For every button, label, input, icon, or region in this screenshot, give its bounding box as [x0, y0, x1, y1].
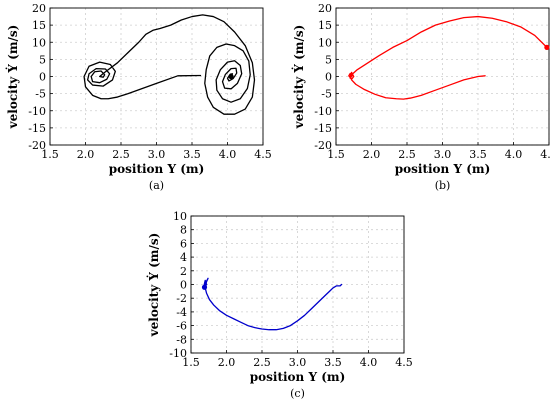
chart-c-xlabel: position Y (m) [250, 370, 346, 384]
chart-c-ytick-label: -2 [176, 292, 187, 305]
chart-b-xtick-label: 3.5 [469, 148, 487, 161]
chart-b-ytick-label: 20 [318, 2, 332, 15]
chart-a-ytick-label: -10 [28, 105, 46, 118]
chart-c-ytick-label: 2 [180, 265, 187, 278]
chart-b-ytick-label: 0 [325, 71, 332, 84]
chart-b-ylabel: velocity Ẏ (m/s) [291, 25, 306, 130]
chart-c-xtick-label: 3.5 [324, 356, 342, 369]
chart-c-xtick-label: 1.5 [182, 356, 200, 369]
chart-c-xtick-label: 2.5 [253, 356, 271, 369]
chart-a-plot-frame [49, 7, 264, 146]
chart-c-ytick-label: -6 [176, 320, 187, 333]
chart-c-plot-frame [190, 215, 405, 354]
chart-b-ytick-label: -10 [314, 105, 332, 118]
chart-c-ytick-label: -10 [169, 347, 187, 360]
chart-b-caption: (b) [435, 179, 451, 192]
chart-b-xtick-label: 1.5 [327, 148, 345, 161]
chart-c-caption: (c) [290, 387, 305, 400]
panel-a: 1.5 2.0 2.5 3.0 3.5 4.0 4.5 20 15 10 5 0 -5 -10 -15 -20… [5, 2, 272, 192]
chart-a-xtick-label: 2.0 [77, 148, 95, 161]
chart-b-series-line [348, 15, 548, 100]
chart-a-ytick-label: 15 [32, 19, 46, 32]
chart-a-xlabel: position Y (m) [109, 162, 205, 176]
chart-b-xtick-label: 3.0 [434, 148, 452, 161]
chart-a-endpoint-marker [228, 73, 234, 80]
chart-c-xtick-label: 4.5 [395, 356, 413, 369]
chart-b-ytick-label: 5 [325, 53, 332, 66]
chart-c-xtick-label: 4.0 [360, 356, 378, 369]
chart-a-caption: (a) [149, 179, 164, 192]
chart-b-ytick-label: -15 [314, 122, 332, 135]
chart-b-xtick-label: 2.0 [363, 148, 381, 161]
chart-c-endpoint-marker [201, 284, 208, 290]
chart-c-ytick-label: -8 [176, 333, 187, 346]
chart-a-ylabel: velocity Ẏ (m/s) [5, 25, 20, 130]
chart-a-xtick-label: 3.0 [148, 148, 166, 161]
chart-a-ytick-label: -15 [28, 122, 46, 135]
chart-a-xtick-label: 1.5 [41, 148, 59, 161]
chart-a-series-line [83, 14, 256, 115]
chart-c-ylabel: velocity Ẏ (m/s) [146, 233, 161, 338]
chart-c-xtick-label: 3.0 [289, 356, 307, 369]
chart-c-ytick-label: 6 [180, 237, 187, 250]
chart-c-ytick-label: 4 [180, 251, 187, 264]
chart-c-ytick-label: -4 [176, 306, 187, 319]
chart-b-ytick-label: -20 [314, 139, 332, 152]
chart-b-plot-frame [335, 7, 550, 146]
chart-c-ytick-label: 8 [180, 224, 187, 237]
panel-b: 1.5 2.0 2.5 3.0 3.5 4.0 4.5 20 15 10 5 0 -5 -10 -15 -20… [291, 2, 550, 192]
chart-a-xtick-label: 4.5 [254, 148, 272, 161]
chart-b-xlabel: position Y (m) [395, 162, 491, 176]
chart-a-ytick-label: 0 [39, 71, 46, 84]
chart-b-ytick-label: -5 [321, 88, 332, 101]
chart-b-ytick-label: 15 [318, 19, 332, 32]
chart-a-ytick-label: -5 [35, 88, 46, 101]
chart-a-ytick-label: 5 [39, 53, 46, 66]
chart-a-ytick-label: -20 [28, 139, 46, 152]
chart-a-ytick-label: 20 [32, 2, 46, 15]
chart-b-ytick-label: 10 [318, 36, 332, 49]
chart-c-xtick-label: 2.0 [218, 356, 236, 369]
chart-c-ytick-label: 10 [173, 210, 187, 223]
chart-a-xtick-label: 4.0 [219, 148, 237, 161]
chart-a-ytick-label: 10 [32, 36, 46, 49]
chart-b-xtick-label: 4.5 [540, 148, 550, 161]
chart-c-series-line [203, 277, 343, 331]
chart-b-endpoint-marker [544, 44, 550, 50]
chart-b-xtick-label: 4.0 [505, 148, 523, 161]
chart-a-xtick-label: 3.5 [183, 148, 201, 161]
chart-c-ytick-label: 0 [180, 279, 187, 292]
chart-b-xtick-label: 2.5 [398, 148, 416, 161]
chart-a-xtick-label: 2.5 [112, 148, 130, 161]
